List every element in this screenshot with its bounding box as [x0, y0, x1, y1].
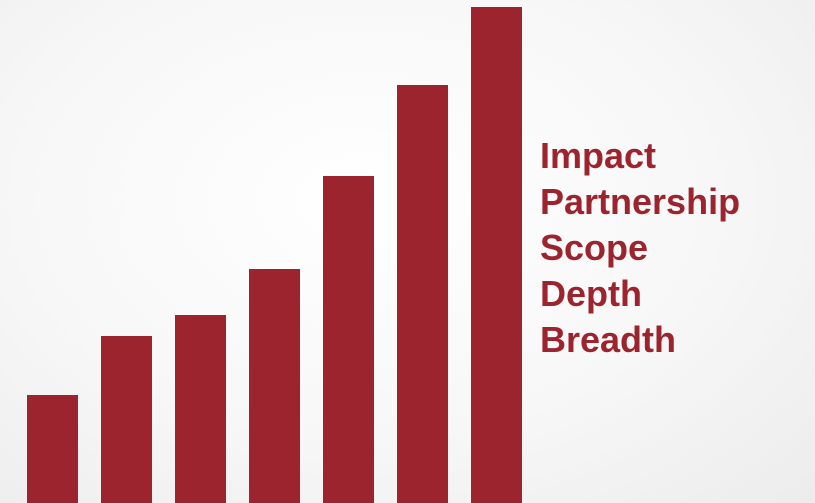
bar — [471, 7, 522, 503]
label-item: Breadth — [540, 319, 677, 360]
label-item: Depth — [540, 273, 642, 314]
bar — [397, 85, 448, 503]
bar-group — [27, 7, 522, 503]
label-item: Impact — [540, 135, 657, 176]
bar — [323, 176, 374, 503]
label-item: Scope — [540, 227, 649, 268]
bar — [175, 315, 226, 503]
bar — [27, 395, 78, 503]
bar — [101, 336, 152, 503]
label-list: Impact Partnership Scope Depth Breadth — [540, 133, 740, 363]
label-item: Partnership — [540, 181, 741, 222]
bar — [249, 269, 300, 503]
